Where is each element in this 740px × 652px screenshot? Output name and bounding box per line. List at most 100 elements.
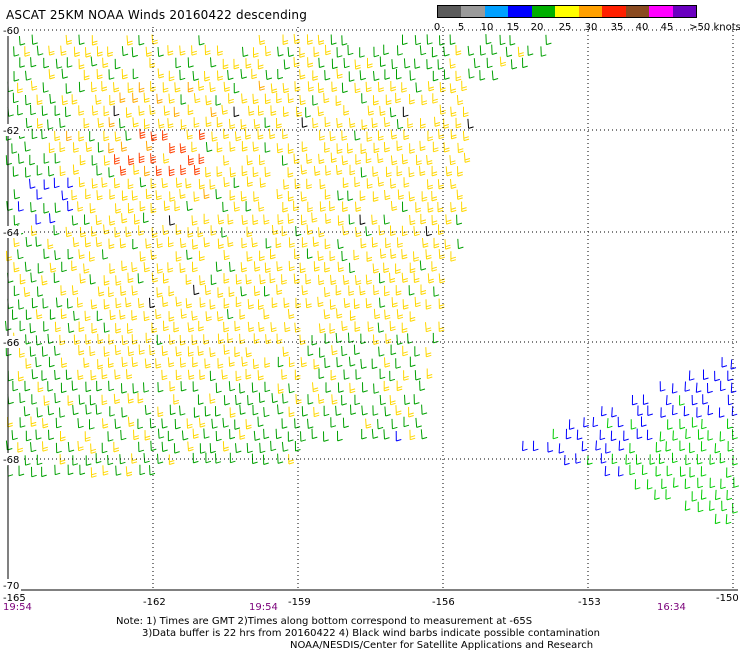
wind-barb (282, 128, 288, 140)
wind-barb (241, 141, 248, 152)
wind-barb (103, 346, 110, 357)
wind-barb (41, 105, 48, 116)
wind-barb (337, 215, 344, 226)
wind-barb (271, 393, 278, 404)
wind-barb (313, 406, 320, 418)
wind-barb (457, 238, 464, 250)
wind-barb (18, 153, 25, 164)
wind-barb (414, 58, 421, 69)
wind-barb (149, 465, 156, 476)
wind-barb (318, 323, 326, 334)
wind-barb (145, 238, 152, 249)
wind-barb (634, 479, 641, 490)
wind-barb (132, 92, 139, 103)
wind-barb (372, 405, 379, 416)
wind-barb (467, 118, 474, 129)
wind-barb (47, 405, 55, 416)
wind-barb (175, 57, 182, 69)
wind-barb (349, 382, 356, 394)
legend-label-35: 35 (610, 22, 624, 33)
wind-barb (180, 164, 187, 176)
wind-barb (336, 68, 343, 79)
wind-barb (691, 394, 698, 406)
wind-barb (25, 94, 32, 106)
wind-barb (174, 200, 181, 212)
wind-barb (210, 225, 217, 236)
wind-barb (199, 297, 206, 308)
wind-barb (95, 214, 102, 226)
wind-barb (415, 202, 422, 213)
wind-barb (193, 284, 200, 296)
wind-barb (307, 418, 314, 429)
wind-barb (300, 431, 307, 442)
wind-barb (138, 35, 145, 46)
wind-barb (330, 417, 337, 428)
wind-barb (307, 57, 314, 68)
wind-barb (55, 297, 63, 308)
legend-label-5: 5 (457, 22, 465, 33)
wind-barb (18, 299, 25, 310)
time-label-middle: 19:54 (249, 602, 278, 613)
wind-barb (175, 346, 182, 357)
wind-barb (30, 104, 37, 116)
footnote: Note: 1) Times are GMT 2)Times along bot… (116, 616, 736, 652)
wind-barb (103, 322, 110, 333)
wind-barb (54, 369, 61, 380)
wind-barb (79, 154, 86, 166)
wind-barb (193, 117, 200, 128)
wind-barb (456, 189, 463, 200)
wind-barb (144, 165, 150, 177)
wind-barb (17, 249, 24, 260)
wind-barb (167, 45, 174, 56)
wind-barb (25, 358, 32, 369)
wind-barb (66, 57, 73, 68)
wind-barb (432, 332, 439, 344)
wind-barb (192, 428, 199, 439)
wind-barb (629, 464, 636, 476)
wind-barb (257, 105, 264, 116)
wind-barb (379, 248, 387, 259)
wind-barb (353, 298, 360, 310)
wind-barb (133, 429, 140, 441)
wind-barb (53, 177, 60, 189)
wind-barb (361, 429, 367, 440)
wind-barb (449, 83, 457, 94)
wind-barb (402, 201, 408, 213)
wind-barb (372, 191, 379, 202)
wind-barb (684, 500, 691, 511)
lat-label-bg-68 (1, 453, 21, 465)
wind-barb (264, 142, 271, 153)
wind-barb (216, 45, 223, 56)
wind-barb (293, 200, 299, 212)
wind-barb (288, 406, 295, 418)
wind-barb (281, 225, 288, 237)
wind-barb (408, 166, 415, 178)
wind-barb (151, 272, 159, 283)
wind-barb (341, 395, 347, 406)
wind-barb (343, 57, 350, 69)
wind-barb (276, 117, 282, 129)
wind-barb (427, 130, 434, 142)
wind-barb (156, 93, 163, 104)
wind-barb (173, 443, 180, 454)
wind-barb (277, 453, 284, 464)
wind-barb (101, 81, 108, 92)
legend-swatch-6 (578, 6, 603, 17)
wind-barb (12, 166, 19, 177)
wind-barb (217, 70, 224, 81)
wind-barb (293, 273, 300, 284)
wind-barb (623, 430, 629, 442)
wind-barb (210, 57, 217, 68)
wind-barb (191, 334, 198, 346)
wind-barb (155, 165, 162, 177)
wind-barb (137, 273, 144, 284)
wind-barb (317, 250, 324, 261)
wind-barb (253, 430, 261, 441)
wind-barb (337, 430, 343, 442)
wind-barb (25, 167, 31, 178)
wind-barb (78, 34, 85, 45)
wind-barb (265, 238, 272, 249)
wind-barb (252, 214, 259, 225)
wind-barb (311, 335, 318, 346)
wind-barb (139, 177, 147, 188)
